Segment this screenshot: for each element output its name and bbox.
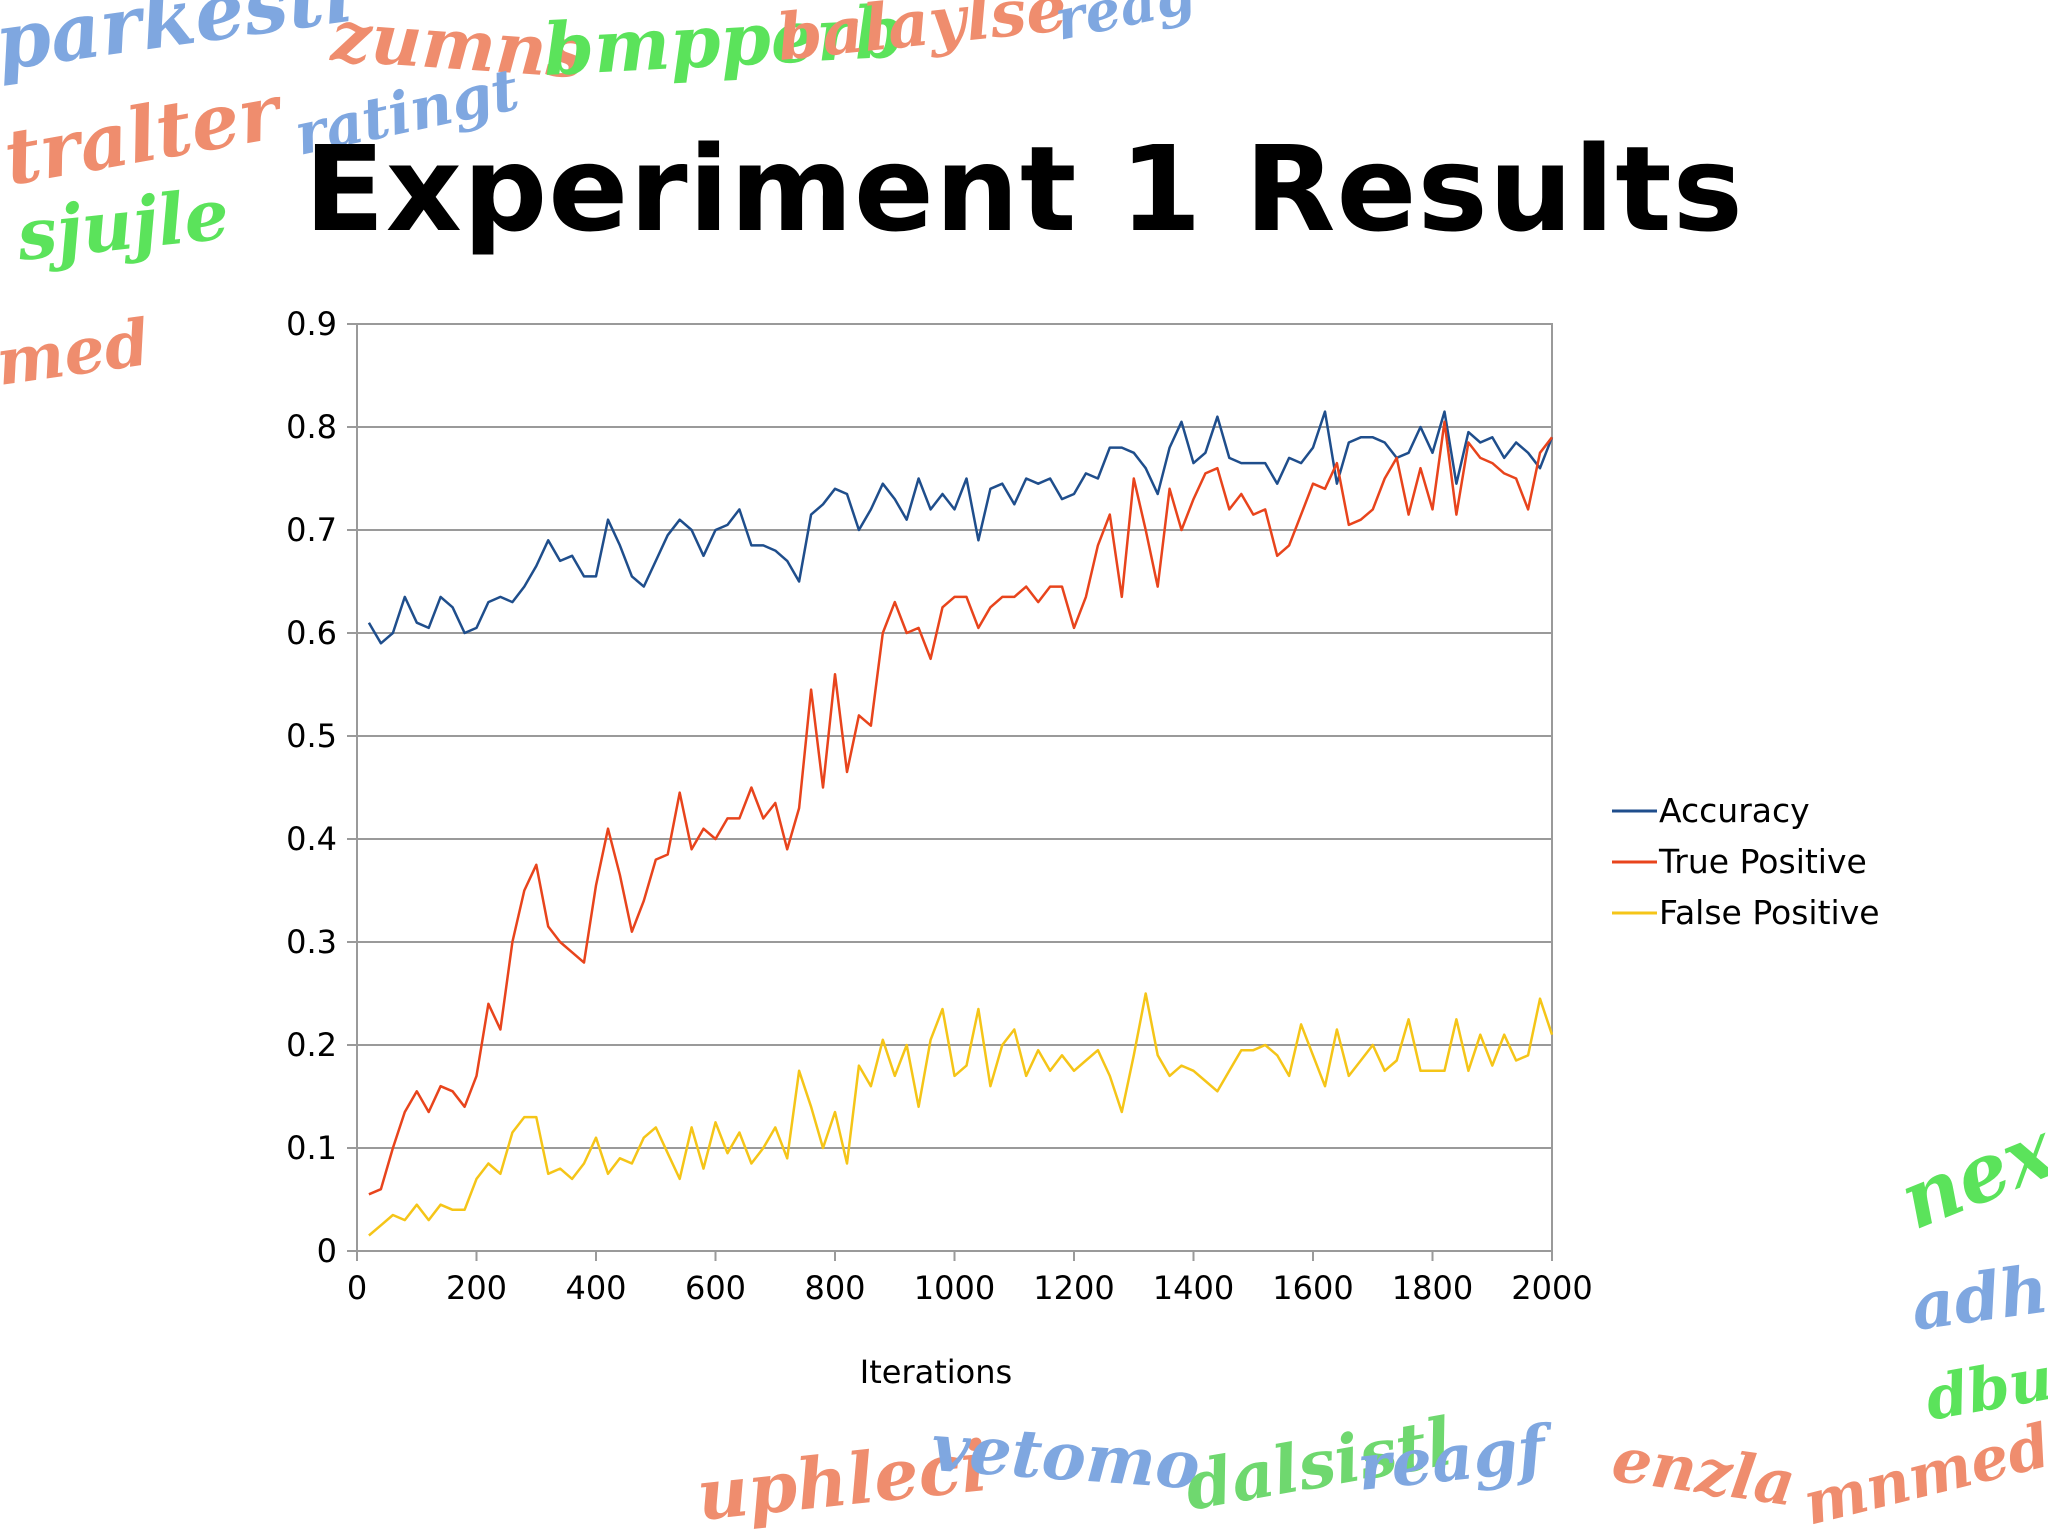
captcha-word: vetomo [929,1408,1203,1505]
y-tick-label: 0 [317,1232,337,1270]
series-line-false-positive [368,992,1554,1237]
x-tick-label: 1200 [1033,1269,1114,1307]
x-tick-label: 1800 [1392,1269,1473,1307]
legend-label: False Positive [1659,893,1880,932]
legend-label: Accuracy [1659,791,1810,830]
legend-label: True Positive [1658,842,1867,881]
x-tick-label: 200 [446,1269,507,1307]
slide-title: Experiment 1 Results [304,120,1744,258]
y-tick-label: 0.9 [286,305,337,343]
x-tick-label: 0 [347,1269,367,1307]
x-tick-label: 400 [565,1269,626,1307]
x-tick-label: 1000 [914,1269,995,1307]
x-tick-label: 800 [804,1269,865,1307]
x-axis-ticks: 0 200 400 600 800 1000 1200 1400 1600 1800 2000 [347,1251,1593,1307]
y-axis-ticks: 0 0.1 0.2 0.3 0.4 0.5 0.6 0.7 0.8 0.9 [286,305,357,1270]
series-line-true-positive [368,420,1553,1196]
y-tick-label: 0.3 [286,923,337,961]
series-lines [367,410,1554,1237]
x-tick-label: 1400 [1153,1269,1234,1307]
x-tick-label: 600 [685,1269,746,1307]
plot-area [356,323,1553,1252]
x-tick-label: 1600 [1272,1269,1353,1307]
y-tick-label: 0.4 [286,820,337,858]
y-tick-label: 0.7 [286,511,337,549]
y-tick-label: 0.8 [286,408,337,446]
x-tick-label: 2000 [1511,1269,1592,1307]
series-line-accuracy [367,410,1554,645]
gridlines [357,426,1552,1149]
captcha-word: zumns [327,0,589,95]
y-tick-label: 0.2 [286,1026,337,1064]
legend: Accuracy True Positive False Positive [1612,791,1880,932]
x-axis-label: Iterations [860,1353,1012,1391]
y-tick-label: 0.5 [286,717,337,755]
y-tick-label: 0.1 [286,1129,337,1167]
y-tick-label: 0.6 [286,614,337,652]
